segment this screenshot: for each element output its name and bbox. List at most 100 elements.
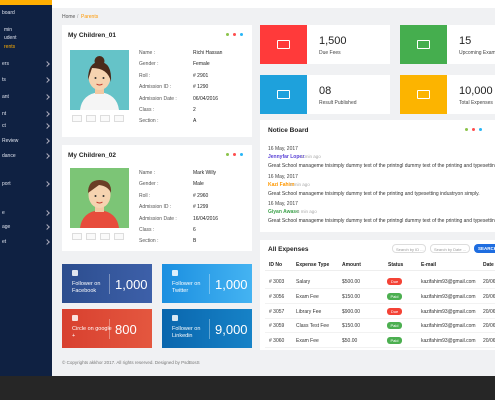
social-tile[interactable]: Follower on Twitter 1,000 [162,264,252,303]
field-value: 16/04/2016 [193,215,219,222]
table-cell: Salary [296,279,311,285]
field-value: Male [193,181,204,188]
sidebar-item[interactable]: dance [2,153,44,159]
card-control[interactable] [479,128,482,131]
stat-icon [277,40,290,49]
card-control[interactable] [472,128,475,131]
action-button[interactable] [86,115,96,122]
card-control[interactable] [240,33,243,36]
sidebar-item[interactable]: ct [2,123,44,129]
row-rule [265,332,495,334]
card-title: Notice Board [268,127,309,134]
table-cell: Exam Fee [296,293,319,300]
table-header: Amount [342,262,361,268]
notice-text: Great School manageme tnisimply dummy te… [268,218,495,224]
notice-author: Jennyfar Lopez [268,154,305,160]
stat-icon [417,90,430,99]
field-label: Admission ID : [139,204,172,211]
sidebar-item[interactable]: ts [2,77,44,83]
card-control[interactable] [226,33,229,36]
table-cell: 20/06/ [483,338,495,345]
sidebar-item[interactable]: board [2,10,15,16]
avatar [70,168,129,228]
sidebar-item[interactable]: udent [4,35,17,41]
top-bar [52,0,495,8]
table-cell: kazifahim93@gmail.com [421,323,476,330]
sidebar-item[interactable]: et [2,239,44,245]
child-card: My Children_01 Name : Richi Hassan Gender :… [62,25,252,137]
stat-value: 15 [459,35,472,47]
child-card: My Children_02 Name : Mark Willy Gender : Ma… [62,145,252,251]
avatar [70,50,129,110]
action-button[interactable] [72,233,82,240]
status-badge: Due [387,278,402,285]
action-button[interactable] [86,233,96,240]
bottom-band [0,376,495,400]
action-button[interactable] [114,115,124,122]
social-icon [72,270,78,276]
search-input[interactable]: Search by ID ... [392,244,426,253]
search-button[interactable]: SEARCH [474,244,495,253]
sidebar-accent [0,0,52,5]
table-header: Date [483,262,494,268]
expenses-card: All Expenses Search by ID ... Search by Da… [260,240,495,350]
card-control[interactable] [240,153,243,156]
avatar-box [70,50,129,110]
social-tile[interactable]: Circle on google +800 [62,309,152,348]
field-label: Section : [139,238,159,245]
table-cell: kazifahim93@gmail.com [421,338,476,345]
card-control[interactable] [233,153,236,156]
sidebar-item[interactable]: min [4,27,13,33]
search-input[interactable]: Search by Date ... [430,244,470,253]
table-header: E-mail [421,262,437,268]
social-tile[interactable]: Follower on Linkedin 9,000 [162,309,252,348]
stat-icon-box [260,25,307,64]
table-cell: $150.00 [342,293,361,300]
action-button[interactable] [100,115,110,122]
notice-date: 16 May, 2017 [268,173,298,180]
status-badge: Paid [387,292,402,300]
action-button[interactable] [114,233,124,240]
sidebar-item[interactable]: e [2,210,44,216]
status-badge: Due [387,307,402,315]
notice-text: Great School manageme tnisimply dummy te… [268,163,495,169]
sidebar-item[interactable]: ant [2,94,44,100]
card-control[interactable] [226,153,229,156]
stat-icon [277,90,290,99]
sidebar-item[interactable]: ers [2,61,44,67]
action-button[interactable] [72,115,82,122]
social-icon [72,315,78,321]
sidebar-item[interactable]: age [2,224,44,230]
social-label: Follower on Twitter [172,281,201,294]
table-cell: # 3056 [269,293,285,300]
notice-date: 16 May, 2017 [268,201,298,207]
table-cell: $500.00 [342,279,361,285]
row-rule [265,347,495,349]
status-badge: Paid [387,337,402,345]
breadcrumb-item[interactable]: Home [62,14,76,20]
table-cell: Exam Fee [296,338,319,345]
divider [109,319,110,339]
social-count: 1,000 [115,277,148,292]
table-cell: # 3060 [269,338,285,345]
breadcrumb-item: Parents [81,14,99,20]
row-rule [265,302,495,304]
sidebar-item[interactable]: Review [2,138,44,144]
sidebar-item[interactable]: rents [4,44,16,50]
sidebar-item[interactable]: port [2,181,44,187]
table-cell: kazifahim93@gmail.com [421,308,476,315]
stat-label: Upcoming Exams [459,50,495,56]
field-value: Richi Hassan [193,50,223,56]
field-value: Female [193,61,210,68]
card-control[interactable] [465,128,468,131]
social-tile[interactable]: Follower on Facebook 1,000 [62,264,152,303]
status-badge: Paid [387,322,402,330]
action-button[interactable] [100,233,110,240]
card-control[interactable] [233,33,236,36]
sidebar-item[interactable]: nt [2,111,44,117]
avatar-box [70,168,129,228]
stat-tile: 10,000 Total Expenses [400,75,495,114]
field-label: Roll : [139,72,151,79]
table-cell: $900.00 [342,308,361,315]
